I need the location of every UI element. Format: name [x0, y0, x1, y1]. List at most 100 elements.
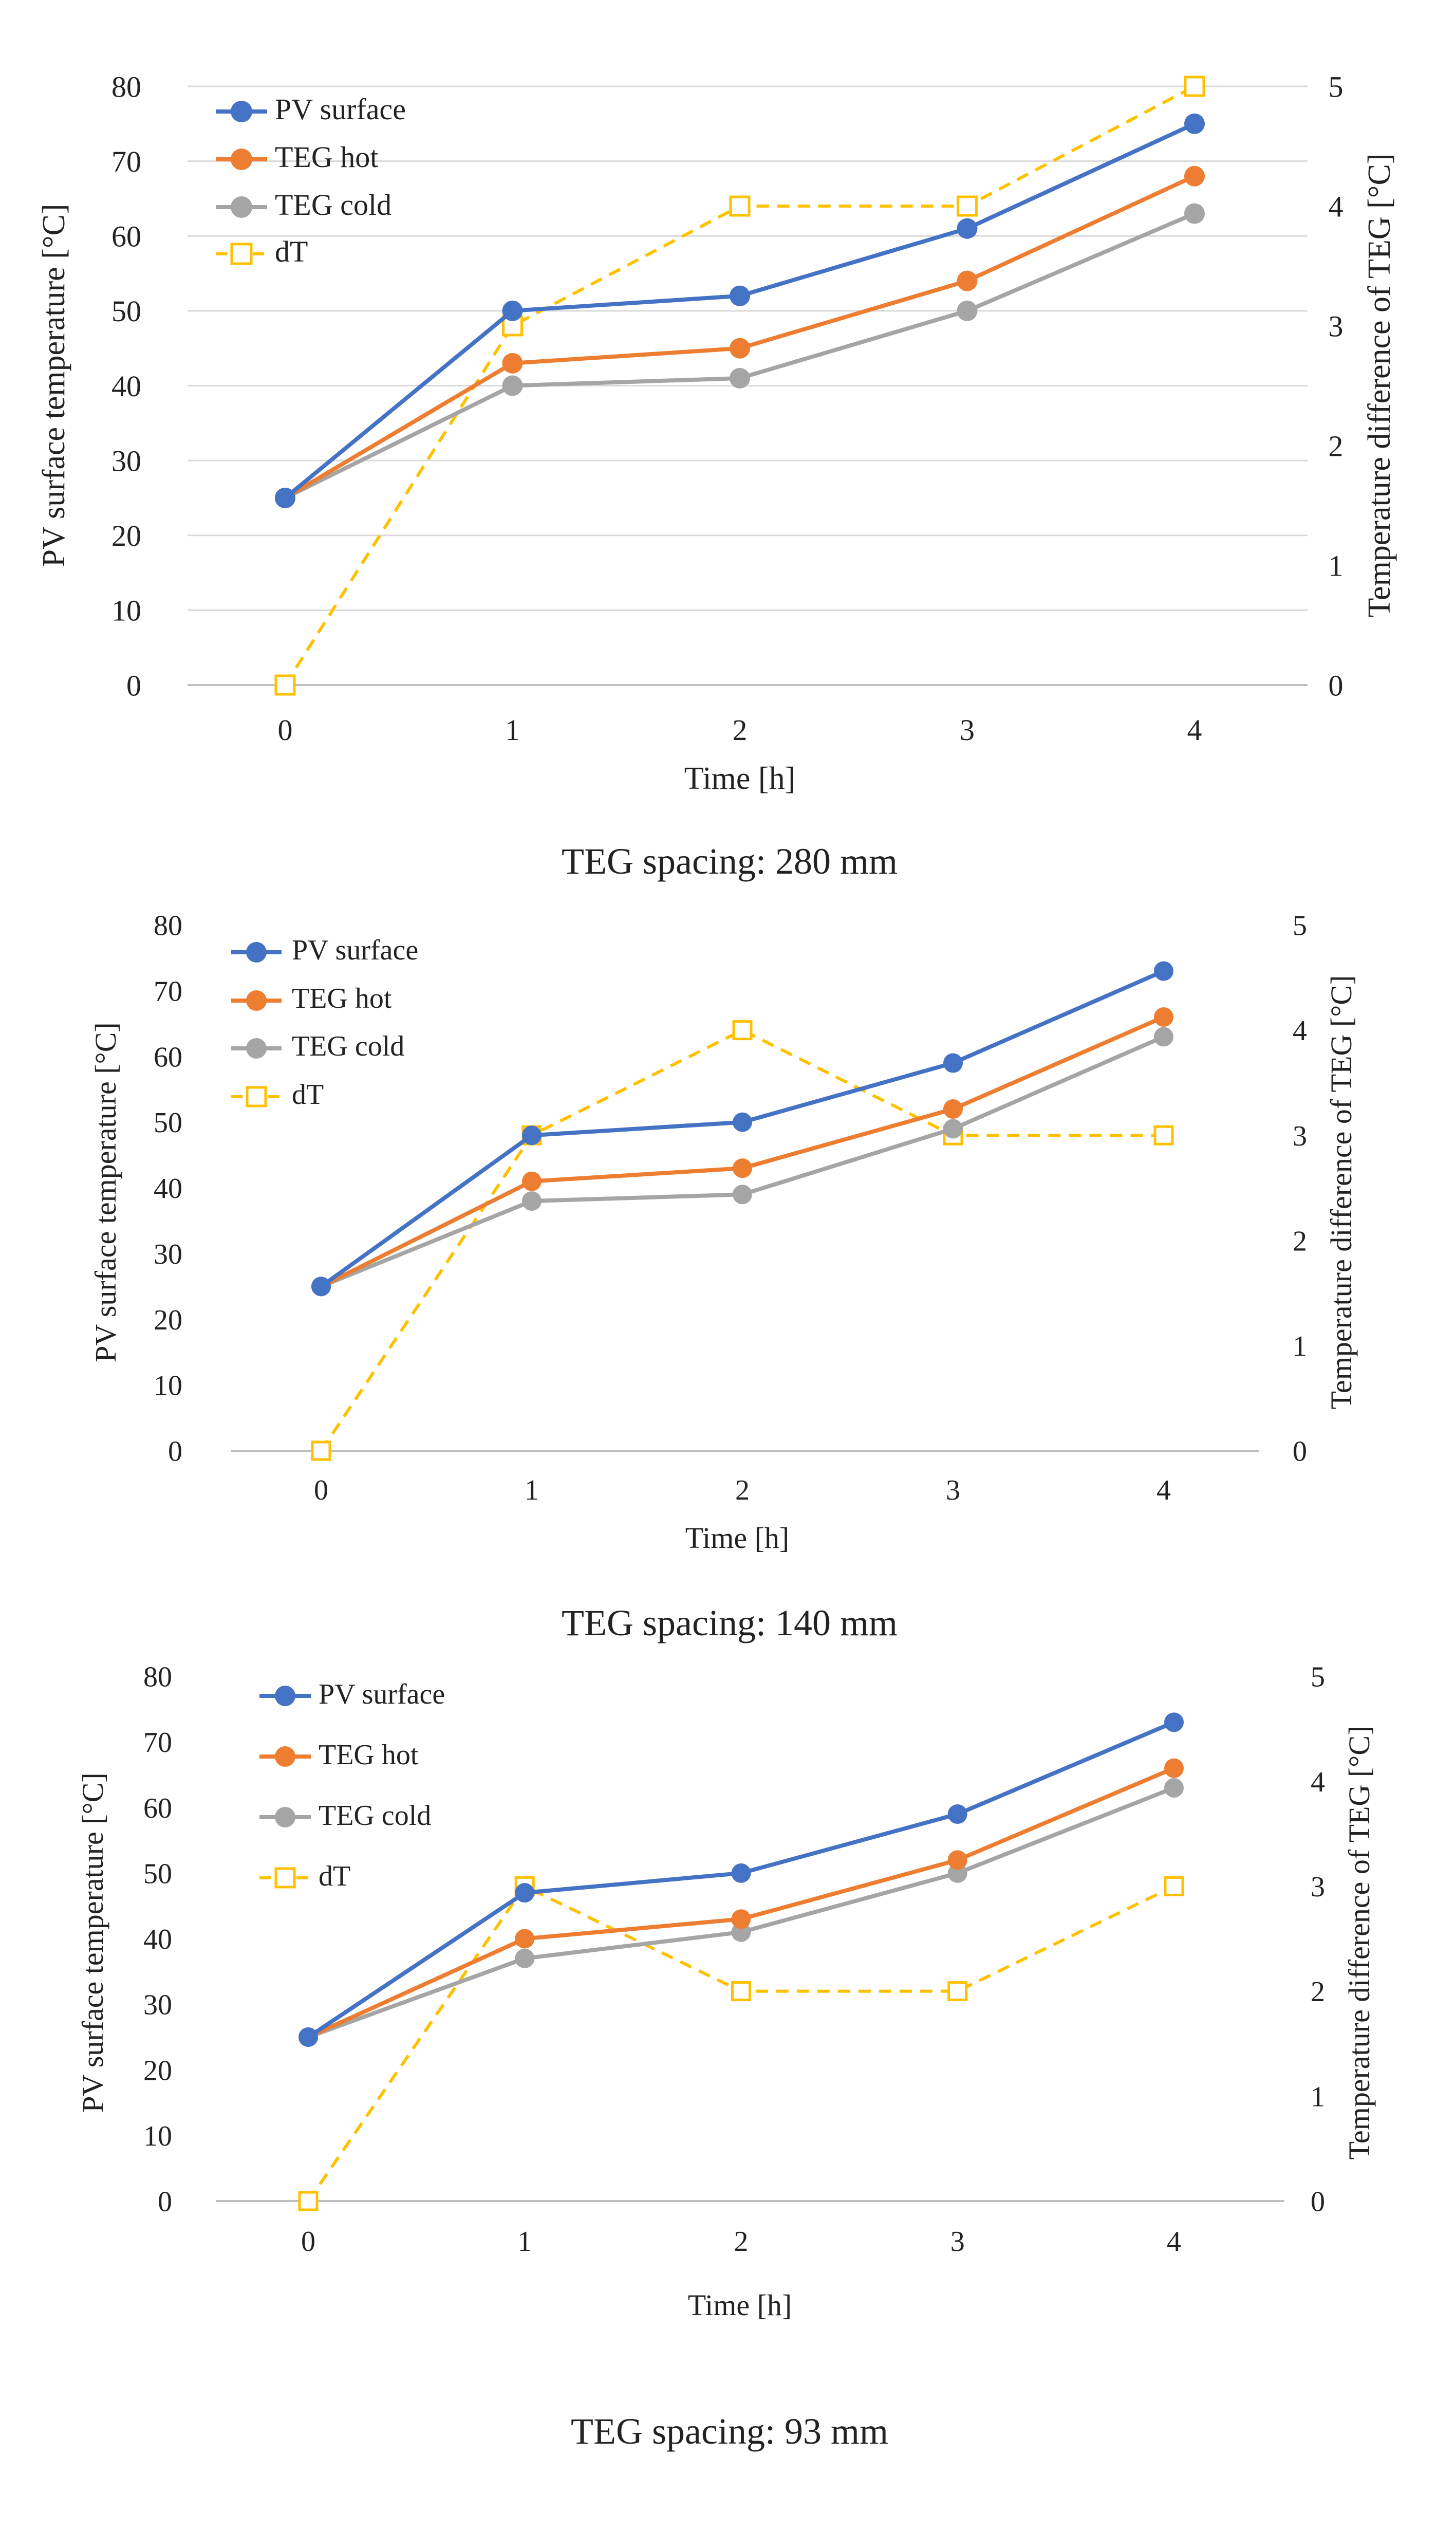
data-point-teg-hot: [1154, 1007, 1173, 1027]
y-tick-label: 10: [154, 1370, 182, 1402]
x-tick-label: 3: [946, 1474, 960, 1506]
data-point-pv-surface: [730, 285, 750, 306]
data-point-pv-surface: [522, 1125, 542, 1146]
y-axis-title: PV surface temperature [°C]: [76, 1772, 109, 2112]
y-axis-title: PV surface temperature [°C]: [36, 204, 71, 567]
data-point-teg-cold: [1154, 1027, 1173, 1047]
data-point-teg-hot: [1184, 165, 1205, 187]
series-line-teg-hot: [284, 174, 1196, 500]
data-point-teg-cold: [1184, 203, 1205, 224]
data-point-pv-surface: [733, 1112, 752, 1132]
y-tick-label: 10: [143, 2120, 172, 2152]
y2-tick-label: 0: [1329, 669, 1343, 702]
legend-label-dt: dT: [275, 235, 308, 268]
data-point-teg-cold: [733, 1185, 752, 1205]
legend-swatch-pv-marker: [275, 1686, 295, 1706]
y-tick-label: 0: [168, 1436, 182, 1468]
legend-label-hot: TEG hot: [275, 140, 378, 174]
data-point-dt: [311, 1440, 331, 1461]
data-point-pv-surface: [957, 218, 978, 239]
y-tick-label: 40: [111, 370, 141, 403]
data-point-pv-surface: [275, 487, 295, 508]
series-layer: [298, 1712, 1184, 2211]
left-axis-ticks: 0 10 20 30 40 50 60 70 80: [111, 70, 141, 702]
gridlines: [188, 85, 1308, 611]
y2-tick-label: 5: [1293, 910, 1307, 942]
y2-tick-label: 3: [1293, 1120, 1307, 1152]
chart-caption: TEG spacing: 93 mm: [571, 2411, 888, 2452]
data-point-pv-surface: [731, 1863, 751, 1883]
data-point-pv-surface: [311, 1277, 331, 1297]
x-axis-title: Time [h]: [688, 2288, 792, 2322]
y2-tick-label: 0: [1293, 1436, 1307, 1468]
y2-tick-label: 5: [1311, 1661, 1325, 1693]
y-tick-label: 50: [111, 294, 141, 328]
data-point-teg-hot: [522, 1171, 542, 1191]
series-layer: [311, 961, 1174, 1461]
y-tick-label: 10: [111, 594, 141, 627]
y-tick-label: 20: [154, 1304, 182, 1336]
y2-tick-label: 5: [1329, 70, 1343, 103]
chart-caption: TEG spacing: 280 mm: [562, 841, 898, 882]
legend-label-pv: PV surface: [292, 934, 418, 966]
x-tick-label: 3: [960, 713, 975, 747]
data-point-dt: [732, 1020, 753, 1041]
y2-tick-label: 3: [1311, 1871, 1325, 1903]
x-tick-label: 1: [505, 713, 520, 747]
x-tick-label: 2: [735, 1474, 750, 1506]
y-tick-label: 40: [154, 1173, 182, 1205]
y-tick-label: 40: [143, 1924, 172, 1955]
legend-label-pv: PV surface: [275, 93, 406, 126]
legend-label-dt: dT: [319, 1860, 350, 1892]
y-tick-label: 50: [154, 1107, 182, 1139]
y-tick-label: 60: [111, 220, 141, 253]
chart-caption: TEG spacing: 140 mm: [562, 1602, 898, 1643]
data-point-teg-cold: [943, 1119, 963, 1139]
legend-label-cold: TEG cold: [292, 1030, 404, 1062]
y-tick-label: 80: [154, 910, 182, 942]
data-point-teg-cold: [1164, 1778, 1184, 1798]
data-point-teg-hot: [1164, 1758, 1184, 1778]
y-tick-label: 80: [111, 70, 141, 103]
y-tick-label: 60: [143, 1793, 172, 1824]
y2-tick-label: 2: [1311, 1976, 1325, 2008]
y-tick-label: 70: [143, 1727, 172, 1759]
left-axis-ticks: 0 10 20 30 40 50 60 70 80: [143, 1661, 172, 2218]
data-point-dt: [298, 2191, 319, 2211]
x-tick-label: 0: [278, 713, 293, 747]
legend: PV surface TEG hot TEG cold dT: [259, 1678, 445, 1892]
y2-tick-label: 2: [1329, 429, 1343, 463]
legend-label-cold: TEG cold: [319, 1800, 431, 1832]
y2-tick-label: 4: [1329, 190, 1343, 223]
data-point-dt: [957, 195, 978, 217]
x-tick-label: 4: [1187, 713, 1202, 747]
y-tick-label: 20: [111, 519, 141, 552]
y-tick-label: 30: [111, 444, 141, 477]
right-axis-ticks: 0 1 2 3 4 5: [1329, 70, 1343, 702]
data-point-pv-surface: [298, 2027, 318, 2047]
chart-panel-280mm: 0 10 20 30 40 50 60 70 80 0 1 2 3 4 5 0 1 2 3 4 PV surfac…: [36, 70, 1397, 882]
data-point-dt: [731, 1981, 751, 2002]
data-point-teg-hot: [957, 270, 978, 291]
data-point-teg-hot: [943, 1099, 963, 1119]
x-axis-ticks: 0 1 2 3 4: [278, 713, 1202, 747]
y2-tick-label: 1: [1311, 2081, 1325, 2113]
x-tick-label: 1: [525, 1474, 539, 1506]
legend-swatch-cold-marker: [275, 1807, 295, 1827]
x-axis-title: Time [h]: [684, 761, 795, 796]
data-point-teg-cold: [515, 1948, 535, 1968]
y-axis-title: PV surface temperature [°C]: [89, 1022, 122, 1362]
data-point-dt: [947, 1981, 968, 2002]
x-tick-label: 4: [1156, 1474, 1171, 1506]
legend: PV surface TEG hot TEG cold dT: [216, 93, 406, 268]
y-tick-label: 0: [158, 2186, 172, 2218]
data-point-pv-surface: [1154, 961, 1173, 981]
data-point-teg-hot: [502, 353, 523, 374]
legend-label-pv: PV surface: [319, 1678, 445, 1710]
data-point-dt: [729, 195, 751, 217]
x-tick-label: 0: [301, 2226, 315, 2258]
data-point-teg-hot: [947, 1850, 967, 1870]
data-point-teg-cold: [522, 1191, 542, 1211]
data-point-pv-surface: [1184, 113, 1205, 134]
data-point-dt: [1184, 76, 1205, 97]
